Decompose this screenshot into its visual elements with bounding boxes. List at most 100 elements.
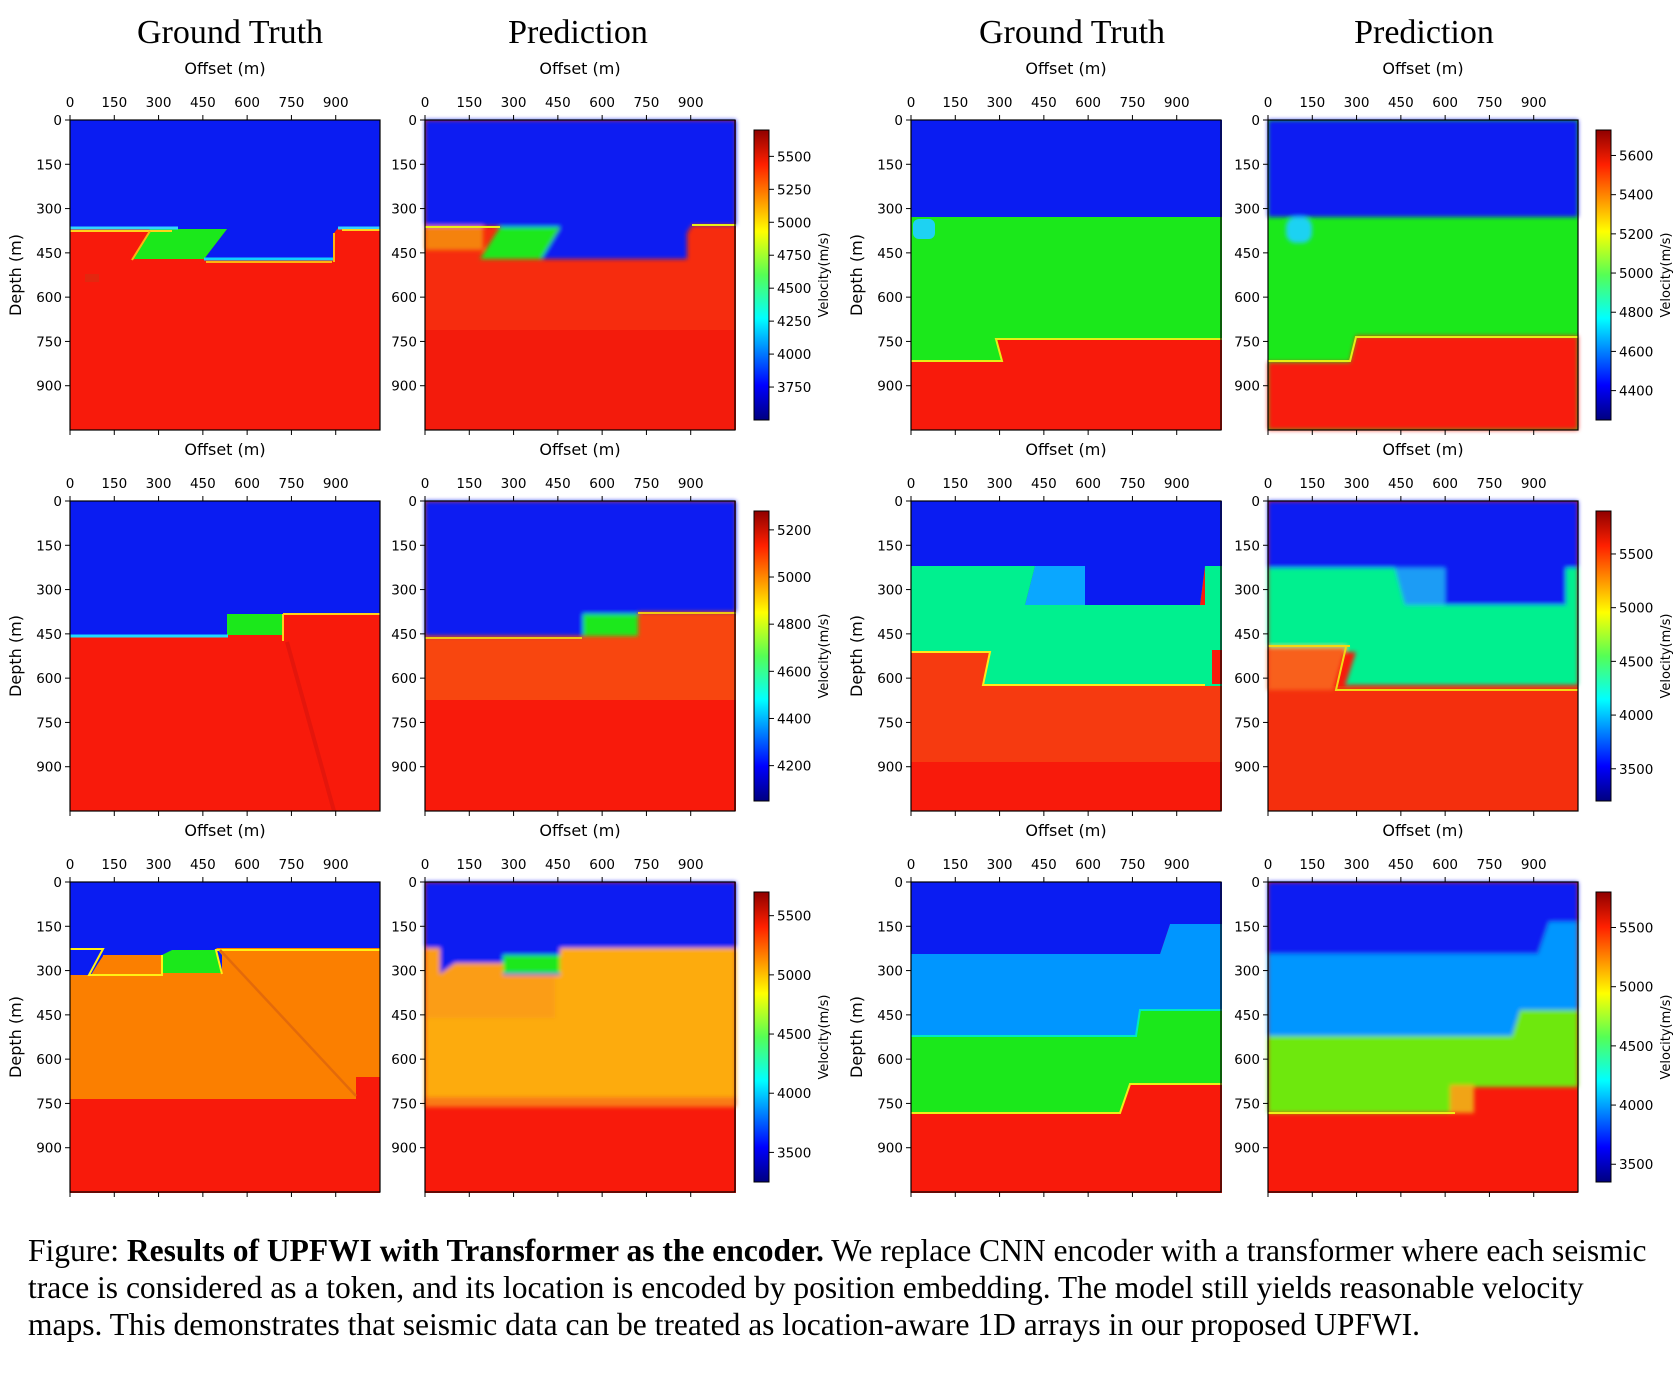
x-tick-label-r2-right-truth: 300 xyxy=(987,476,1013,492)
x-axis-label-r2-left-pred: Offset (m) xyxy=(539,440,620,459)
y-tick-label-r2-right-truth: 150 xyxy=(877,538,903,554)
x-tick-label-r2-right-pred: 300 xyxy=(1344,476,1370,492)
y-tick-label-r2-left-pred: 300 xyxy=(391,583,417,599)
colorbar-tick-label-r1-left: 4750 xyxy=(777,248,811,264)
colorbar-label-r2-right: Velocity(m/s) xyxy=(1659,614,1674,699)
figure-grid: Ground Truth Prediction Ground Truth Pre… xyxy=(6,14,1674,1197)
column-title-prediction-left: Prediction xyxy=(508,14,648,51)
x-tick-label-r3-right-pred: 900 xyxy=(1521,857,1547,873)
y-tick-label-r2-left-pred: 750 xyxy=(391,715,417,731)
x-tick-label-r3-left-truth: 900 xyxy=(323,857,349,873)
x-tick-label-r1-left-truth: 600 xyxy=(234,95,260,111)
x-tick-label-r2-left-pred: 150 xyxy=(456,476,482,492)
y-tick-label-r1-left-pred: 150 xyxy=(391,157,417,173)
figure-caption: Figure: Results of UPFWI with Transforme… xyxy=(28,1232,1658,1343)
y-tick-label-r3-left-pred: 150 xyxy=(391,919,417,935)
y-tick-label-r2-right-pred: 900 xyxy=(1234,760,1260,776)
x-axis-label-r3-left-truth: Offset (m) xyxy=(184,821,265,840)
plot-frame-r3-left-truth xyxy=(69,881,381,1193)
map-row1-right-prediction xyxy=(1268,120,1578,430)
y-tick-label-r2-left-pred: 0 xyxy=(408,494,417,510)
y-tick-label-r3-left-truth: 900 xyxy=(36,1141,62,1157)
map-row1-right-ground-truth xyxy=(911,120,1222,430)
colorbar-tick-label-r2-right: 4500 xyxy=(1619,654,1653,670)
y-tick-label-r1-right-truth: 0 xyxy=(894,113,903,129)
x-tick-label-r1-left-pred: 600 xyxy=(589,95,615,111)
colorbar-tick-label-r2-left: 5200 xyxy=(777,523,811,539)
y-tick-label-r2-left-truth: 600 xyxy=(36,671,62,687)
y-tick-label-r3-right-pred: 600 xyxy=(1234,1052,1260,1068)
x-axis-label-r1-left-pred: Offset (m) xyxy=(539,59,620,78)
plot-frame-r1-left-pred xyxy=(424,119,736,431)
x-tick-label-r1-left-truth: 900 xyxy=(323,95,349,111)
x-tick-label-r1-right-truth: 0 xyxy=(907,95,916,111)
x-tick-label-r3-right-truth: 600 xyxy=(1075,857,1101,873)
x-tick-label-r1-right-pred: 900 xyxy=(1521,95,1547,111)
y-tick-label-r2-left-pred: 600 xyxy=(391,671,417,687)
x-tick-label-r2-left-truth: 450 xyxy=(190,476,216,492)
plot-frame-r2-left-pred xyxy=(424,500,736,812)
y-tick-label-r1-left-pred: 600 xyxy=(391,290,417,306)
colorbar-tick-label-r1-left: 4500 xyxy=(777,281,811,297)
x-tick-label-r2-left-pred: 0 xyxy=(421,476,430,492)
map-row3-right-prediction xyxy=(1268,882,1578,1193)
y-tick-label-r2-left-pred: 450 xyxy=(391,627,417,643)
x-tick-label-r2-right-pred: 150 xyxy=(1299,476,1325,492)
map-row2-left-prediction xyxy=(425,501,736,811)
x-tick-label-r1-right-pred: 600 xyxy=(1432,95,1458,111)
colorbar-tick-label-r2-right: 5500 xyxy=(1619,547,1653,563)
x-tick-label-r3-right-pred: 150 xyxy=(1299,857,1325,873)
y-tick-label-r1-right-pred: 300 xyxy=(1234,202,1260,218)
column-title-ground-truth-left: Ground Truth xyxy=(137,14,323,51)
y-tick-label-r1-left-truth: 450 xyxy=(36,246,62,262)
x-tick-label-r1-left-pred: 750 xyxy=(634,95,660,111)
colorbar-tick-label-r1-right: 5000 xyxy=(1619,266,1653,282)
y-tick-label-r2-right-truth: 900 xyxy=(877,760,903,776)
x-tick-label-r2-left-pred: 750 xyxy=(634,476,660,492)
y-tick-label-r2-left-truth: 900 xyxy=(36,760,62,776)
y-tick-label-r1-left-truth: 150 xyxy=(36,157,62,173)
x-tick-label-r1-left-truth: 0 xyxy=(66,95,75,111)
y-tick-label-r3-left-pred: 0 xyxy=(408,875,417,891)
plot-frame-r2-right-truth xyxy=(910,500,1222,812)
x-tick-label-r2-left-truth: 300 xyxy=(146,476,172,492)
y-tick-label-r1-right-pred: 900 xyxy=(1234,379,1260,395)
y-tick-label-r3-left-truth: 750 xyxy=(36,1096,62,1112)
y-tick-label-r3-left-truth: 300 xyxy=(36,964,62,980)
colorbar-tick-label-r1-left: 4000 xyxy=(777,347,811,363)
y-axis-label-r3-left-truth: Depth (m) xyxy=(6,996,25,1078)
y-tick-label-r3-left-pred: 750 xyxy=(391,1096,417,1112)
plot-frame-r1-right-pred xyxy=(1267,119,1579,431)
y-tick-label-r3-right-truth: 900 xyxy=(877,1141,903,1157)
y-axis-label-r2-left-truth: Depth (m) xyxy=(6,615,25,697)
y-tick-label-r2-left-truth: 450 xyxy=(36,627,62,643)
x-tick-label-r2-left-pred: 900 xyxy=(678,476,704,492)
y-tick-label-r1-left-pred: 0 xyxy=(408,113,417,129)
plot-frame-r2-left-truth xyxy=(69,500,381,812)
y-tick-label-r1-right-pred: 450 xyxy=(1234,246,1260,262)
x-tick-label-r1-right-pred: 150 xyxy=(1299,95,1325,111)
x-axis-label-r2-right-pred: Offset (m) xyxy=(1382,440,1463,459)
x-tick-label-r2-right-truth: 750 xyxy=(1120,476,1146,492)
x-tick-label-r1-right-truth: 750 xyxy=(1120,95,1146,111)
y-tick-label-r2-left-pred: 150 xyxy=(391,538,417,554)
map-row2-left-ground-truth xyxy=(70,501,380,812)
x-tick-label-r1-right-truth: 300 xyxy=(987,95,1013,111)
x-tick-label-r2-right-pred: 900 xyxy=(1521,476,1547,492)
y-tick-label-r2-right-pred: 300 xyxy=(1234,583,1260,599)
colorbar-tick-label-r3-right: 3500 xyxy=(1619,1157,1653,1173)
y-tick-label-r3-right-truth: 150 xyxy=(877,919,903,935)
x-axis-label-r3-left-pred: Offset (m) xyxy=(539,821,620,840)
x-tick-label-r3-left-pred: 750 xyxy=(634,857,660,873)
colorbar-tick-label-r2-left: 4400 xyxy=(777,711,811,727)
y-tick-label-r2-right-pred: 0 xyxy=(1251,494,1260,510)
y-tick-label-r1-left-truth: 600 xyxy=(36,290,62,306)
caption-title: Results of UPFWI with Transformer as the… xyxy=(126,1233,824,1268)
y-tick-label-r1-left-truth: 300 xyxy=(36,202,62,218)
x-tick-label-r3-right-truth: 0 xyxy=(907,857,916,873)
plot-frame-r1-right-truth xyxy=(910,119,1222,431)
x-tick-label-r3-right-truth: 450 xyxy=(1031,857,1057,873)
y-tick-label-r1-right-truth: 600 xyxy=(877,290,903,306)
colorbar-tick-label-r1-right: 4800 xyxy=(1619,305,1653,321)
colorbar-tick-label-r1-left: 4250 xyxy=(777,314,811,330)
